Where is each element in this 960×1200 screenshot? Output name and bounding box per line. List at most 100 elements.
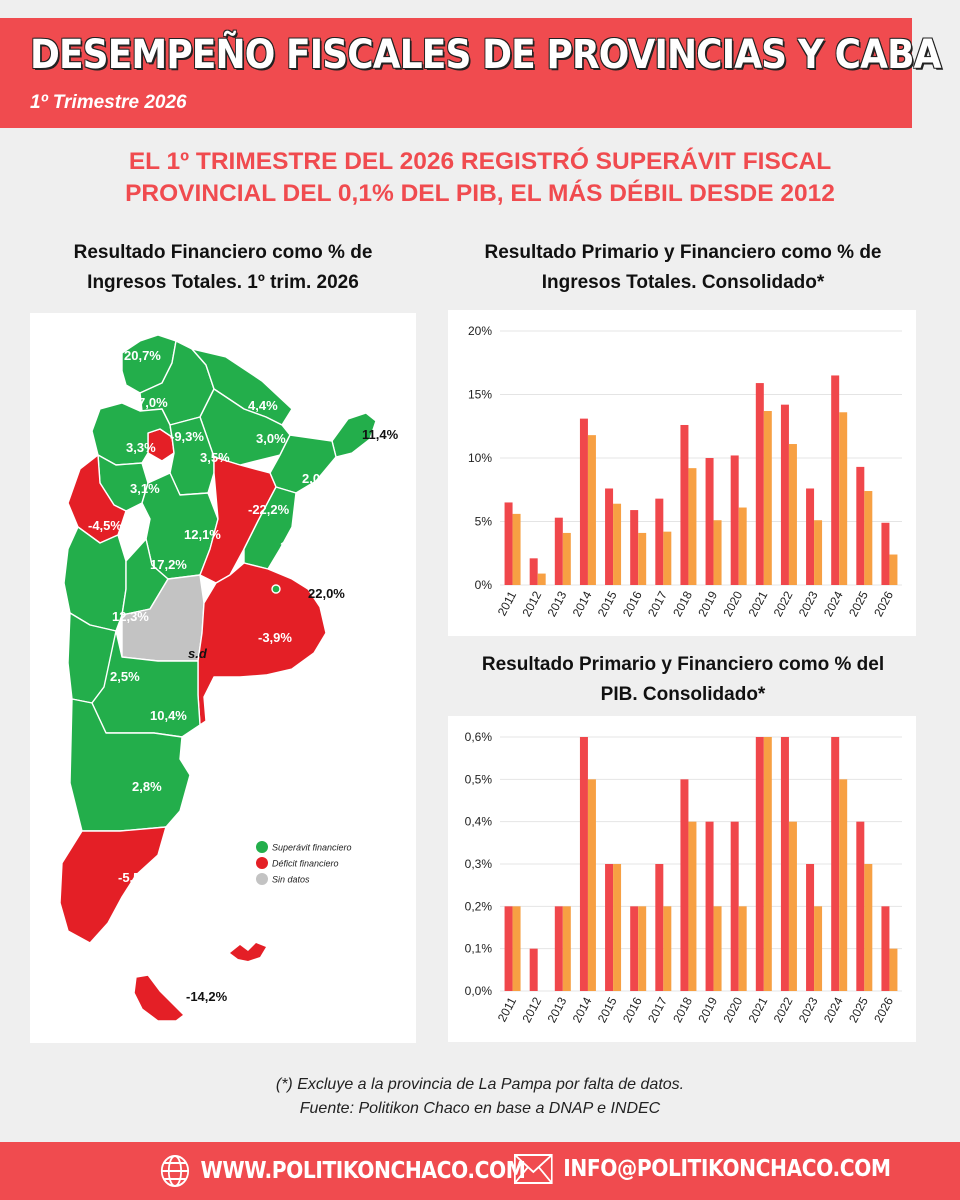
chart1-bar-s0-2024 <box>831 375 840 585</box>
legend-swatch-2 <box>256 873 268 885</box>
chart2-xtick-2019: 2019 <box>695 995 720 1025</box>
chart1-xtick-2020: 2020 <box>720 589 745 619</box>
chart1-ytick-4: 20% <box>468 324 492 338</box>
chart2-bar-s0-2011 <box>504 906 513 991</box>
chart1-xtick-2011: 2011 <box>495 589 520 619</box>
chart1-bar-s1-2025 <box>864 491 873 585</box>
chart2-bar-s1-2018 <box>688 821 697 991</box>
legend-label-0: Superávit financiero <box>272 843 352 853</box>
province-santacruz <box>59 826 167 944</box>
chart2-xtick-2013: 2013 <box>545 995 570 1025</box>
map-label-12: 12,1% <box>184 527 221 542</box>
website-link[interactable]: WWW.POLITIKONCHACO.COM <box>160 1154 526 1188</box>
chart2-bar-s1-2013 <box>562 906 571 991</box>
chart2-bar-s0-2013 <box>554 906 563 991</box>
chart1-xtick-2023: 2023 <box>796 589 821 619</box>
chart2-bar-s0-2020 <box>730 821 739 991</box>
map-label-23: -14,2% <box>186 989 228 1004</box>
chart2-xtick-2015: 2015 <box>595 995 620 1025</box>
map-label-10: 2,0% <box>302 471 332 486</box>
chart1-bar-s1-2026 <box>889 554 898 585</box>
chart1-bar-s0-2025 <box>856 466 865 585</box>
chart2-svg: 0,0% 0,1% 0,2% 0,3% 0,4% 0,5% 0,6% 2011 2012 2013… <box>465 730 902 1025</box>
caba-dot <box>271 584 281 594</box>
chart2-xtick-2026: 2026 <box>871 995 896 1025</box>
chart2-xtick-2014: 2014 <box>570 995 595 1025</box>
chart1-xtick-2026: 2026 <box>871 589 896 619</box>
province-buenosaires <box>197 562 327 726</box>
chart1-panel: 0% 5% 10% 15% 20% 2011 2012 2013 2014 2015 2016 201… <box>448 310 916 636</box>
chart2-title-line-1: Resultado Primario y Financiero como % d… <box>481 654 885 675</box>
chart2-bar-s1-2015 <box>613 864 622 991</box>
map-panel: 20,7% 7,0% 4,4% -9,3% 3,3% 3,0% 11,4% 3,5% 3,1% -… <box>30 313 416 1043</box>
email-text: INFO@POLITIKONCHACO.COM <box>563 1156 891 1182</box>
map-label-19: 2,5% <box>110 669 140 684</box>
argentina-map: 20,7% 7,0% 4,4% -9,3% 3,3% 3,0% 11,4% 3,5% 3,1% -… <box>59 334 399 1022</box>
chart2-xtick-2024: 2024 <box>821 995 846 1025</box>
chart1-title-line-1: Resultado Primario y Financiero como % d… <box>484 242 882 263</box>
chart2-bar-s1-2019 <box>713 906 722 991</box>
chart2-ytick-0: 0,0% <box>465 984 493 998</box>
email-link[interactable]: INFO@POLITIKONCHACO.COM <box>514 1154 891 1184</box>
map-label-21: 2,8% <box>132 779 162 794</box>
chart2-bar-s1-2025 <box>864 864 873 991</box>
chart1-xtick-2024: 2024 <box>821 589 846 619</box>
chart1-bar-s1-2023 <box>814 520 823 585</box>
note-exclusion: (*) Excluye a la provincia de La Pampa p… <box>275 1076 685 1093</box>
chart1-bar-s1-2014 <box>587 435 596 585</box>
chart1-xtick-2017: 2017 <box>645 589 670 619</box>
chart2-bar-s0-2025 <box>856 821 865 991</box>
chart2-bar-s1-2024 <box>839 779 848 991</box>
map-label-2: 4,4% <box>248 398 278 413</box>
chart2-bar-s0-2017 <box>655 864 664 991</box>
chart2-ytick-6: 0,6% <box>465 730 493 744</box>
chart2-xtick-2012: 2012 <box>519 995 544 1025</box>
chart1-xtick-2015: 2015 <box>595 589 620 619</box>
page-title: DESEMPEÑO FISCALES DE PROVINCIAS Y CABA <box>30 32 942 78</box>
chart1-bar-s1-2020 <box>738 507 747 585</box>
chart1-title: Resultado Primario y Financiero como % d… <box>440 238 926 298</box>
province-misiones <box>331 412 377 458</box>
chart1-bar-s0-2011 <box>504 502 513 585</box>
chart1-bar-s0-2013 <box>554 517 563 585</box>
chart2-xtick-2022: 2022 <box>771 995 796 1025</box>
chart2-title-line-2: PIB. Consolidado* <box>600 684 766 705</box>
map-label-17: s.d <box>188 646 208 661</box>
note-source: Fuente: Politikon Chaco en base a DNAP e… <box>299 1100 661 1117</box>
chart1-bar-s0-2020 <box>730 455 739 585</box>
chart1-bar-s1-2018 <box>688 468 697 585</box>
province-sanjuan <box>67 454 127 544</box>
chart2-ytick-1: 0,1% <box>465 942 493 956</box>
globe-icon <box>160 1155 190 1187</box>
chart2-bar-s0-2016 <box>630 906 639 991</box>
chart1-ytick-1: 5% <box>475 515 493 529</box>
legend-swatch-1 <box>256 857 268 869</box>
map-label-18: -3,9% <box>258 630 292 645</box>
malvinas-islands <box>230 943 266 961</box>
chart2-xtick-2020: 2020 <box>720 995 745 1025</box>
map-label-1: 7,0% <box>138 395 168 410</box>
chart1-svg: 0%5%10%15%20%2011 2012 2013 2014 2015 2016 201… <box>468 324 902 619</box>
chart2-bar-s0-2014 <box>579 737 588 991</box>
chart1-xtick-2013: 2013 <box>545 589 570 619</box>
map-label-22: -5,5% <box>118 870 152 885</box>
chart1-bar-s0-2015 <box>605 488 614 585</box>
map-label-5: 3,0% <box>256 431 286 446</box>
chart1-bar-s0-2014 <box>579 418 588 585</box>
chart1-xtick-2018: 2018 <box>670 589 695 619</box>
map-label-4: 3,3% <box>126 440 156 455</box>
map-label-8: 3,1% <box>130 481 160 496</box>
chart1-bar-s1-2021 <box>763 411 772 585</box>
chart2-xtick-2016: 2016 <box>620 995 645 1025</box>
chart1-xtick-2016: 2016 <box>620 589 645 619</box>
map-label-20: 10,4% <box>150 708 187 723</box>
chart1-bar-s0-2012 <box>529 558 538 585</box>
chart1-bar-s0-2019 <box>705 458 714 585</box>
chart1-bar-s0-2021 <box>755 383 764 585</box>
chart2-bar-s0-2012 <box>529 948 538 991</box>
legend-label-1: Déficit financiero <box>272 859 339 869</box>
chart1-bar-s0-2016 <box>630 510 639 585</box>
chart2-bar-s1-2023 <box>814 906 823 991</box>
chart1-bar-s1-2016 <box>638 532 647 585</box>
chart2-ytick-5: 0,5% <box>465 772 493 786</box>
